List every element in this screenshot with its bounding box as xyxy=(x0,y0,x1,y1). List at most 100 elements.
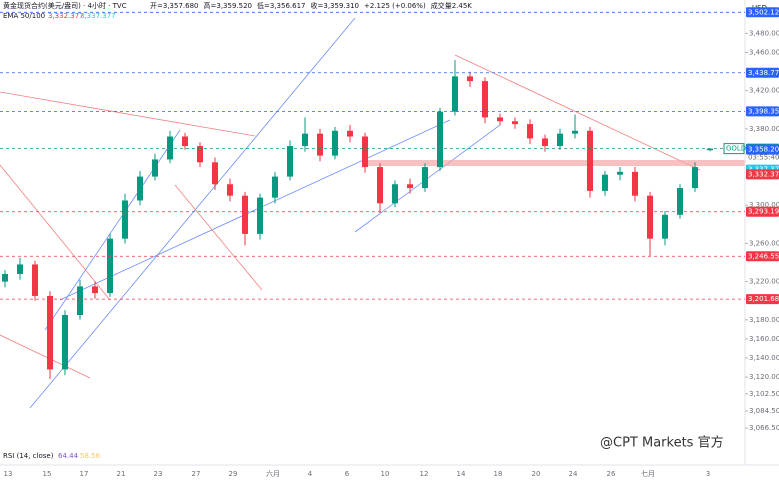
channel-line xyxy=(29,17,356,409)
candle-body xyxy=(137,176,143,201)
candle-body xyxy=(317,133,323,156)
y-tick-label: 3,380.000 xyxy=(749,125,779,133)
candle-body xyxy=(467,76,473,82)
candle-body xyxy=(587,130,593,191)
price-tag xyxy=(746,106,779,117)
price-tag-label: 3,293.198 xyxy=(748,208,779,216)
chart-title: 黄金现货合约(美元/盎司) · 4小时 · TVC xyxy=(3,1,127,10)
y-tick-label: 3,300.000 xyxy=(749,201,779,209)
price-tag-label: 3,398.350 xyxy=(748,107,779,115)
candle-body xyxy=(662,214,668,239)
price-tag-label: 3,438.775 xyxy=(748,69,779,77)
candle-body xyxy=(287,146,293,177)
y-tick-label: 3,460.000 xyxy=(749,49,779,57)
x-tick-label: 20 xyxy=(532,470,541,478)
price-tag-label: 3,358.200 xyxy=(748,146,779,154)
candle-body xyxy=(302,133,308,147)
trend-lines xyxy=(0,17,745,409)
candle-body xyxy=(452,76,458,112)
x-tick-label: 六月 xyxy=(266,469,280,478)
price-tag-label: 3,246.550 xyxy=(748,252,779,260)
x-tick-label: 10 xyxy=(381,470,390,478)
resistance-line xyxy=(174,184,263,291)
candle-body xyxy=(437,111,443,168)
ohlc-text: 低=3,356.617 xyxy=(257,1,306,10)
resistance-line xyxy=(0,164,111,301)
x-tick-label: 24 xyxy=(569,470,578,478)
x-tick-label: 14 xyxy=(457,470,466,478)
x-tick-label: 13 xyxy=(4,470,13,478)
y-tick-label: 3,160.000 xyxy=(749,335,779,343)
candle-body xyxy=(332,130,338,156)
x-tick-label: 12 xyxy=(420,470,429,478)
candle-body xyxy=(647,195,653,239)
candle-body xyxy=(542,138,548,147)
symbol-box xyxy=(723,143,745,155)
price-tag xyxy=(746,7,779,18)
candle-body xyxy=(2,273,8,282)
candle-body xyxy=(212,162,218,185)
indicator-value: 3,332.377 xyxy=(48,12,84,20)
ohlc-text: 收=3,359.310 xyxy=(311,1,360,10)
price-tag xyxy=(746,251,779,262)
candle-body xyxy=(17,264,23,274)
indicator-label: EMA 50/100 xyxy=(3,12,45,20)
y-tick-label: 3,102.500 xyxy=(749,390,779,398)
x-tick-label: 26 xyxy=(607,470,616,478)
x-tick-label: 4 xyxy=(308,470,313,478)
candle-body xyxy=(602,174,608,191)
price-tag xyxy=(746,144,779,155)
price-tag xyxy=(746,67,779,78)
candle-body xyxy=(242,195,248,234)
price-tag-label: 3,332.377 xyxy=(748,170,779,178)
candle-body xyxy=(422,167,428,189)
price-tag xyxy=(746,294,779,305)
candle-body xyxy=(62,315,68,370)
candle-body xyxy=(557,133,563,147)
candle-body xyxy=(527,124,533,139)
watermark: @CPT Markets 官方 xyxy=(600,435,724,451)
x-tick-label: 6 xyxy=(345,470,350,478)
x-tick-label: 23 xyxy=(154,470,163,478)
candle-body xyxy=(227,184,233,196)
ohlc-text: +2.125 (+0.06%) xyxy=(364,2,426,10)
price-tag xyxy=(746,169,779,180)
ohlc-text: 开=3,357.680 xyxy=(150,2,199,10)
y-tick-label: 3,140.000 xyxy=(749,354,779,362)
candle-body xyxy=(152,159,158,177)
resistance-line xyxy=(0,91,256,137)
candle-body xyxy=(92,286,98,294)
candle-body xyxy=(692,167,698,189)
candle-body xyxy=(572,130,578,134)
indicator-value: 3,337.377 xyxy=(80,12,116,20)
ohlc-text: 高=3,359.520 xyxy=(204,1,253,10)
candle-body xyxy=(407,184,413,189)
candle-body xyxy=(392,184,398,204)
resistance-line xyxy=(0,334,91,379)
candle-body xyxy=(632,171,638,196)
rsi-value: 58.56 xyxy=(80,452,101,460)
candle-body xyxy=(47,295,53,370)
x-tick-label: 27 xyxy=(192,470,201,478)
price-tag xyxy=(746,206,779,217)
x-tick-label: 18 xyxy=(494,470,503,478)
rsi-label: RSI (14, close) xyxy=(3,452,54,460)
y-tick-label: 3,180.000 xyxy=(749,316,779,324)
y-tick-label: 3,480.000 xyxy=(749,29,779,37)
candle-body xyxy=(377,167,383,204)
x-tick-label: 29 xyxy=(229,470,238,478)
candle-body xyxy=(167,136,173,160)
y-tick-label: 3,220.000 xyxy=(749,278,779,286)
candle-body xyxy=(257,197,263,234)
price-tag-label: 3,201.680 xyxy=(748,295,779,303)
y-tick-label: 3,066.500 xyxy=(749,424,779,432)
candle-body xyxy=(32,264,38,296)
candle-body xyxy=(107,238,113,294)
candle-body xyxy=(482,81,488,118)
candle-body xyxy=(707,148,713,151)
price-tag-label: 3,502.120 xyxy=(748,8,779,16)
countdown: 03:55:40 xyxy=(748,154,779,162)
y-tick-label: 3,120.000 xyxy=(749,373,779,381)
resistance-line xyxy=(454,54,701,171)
